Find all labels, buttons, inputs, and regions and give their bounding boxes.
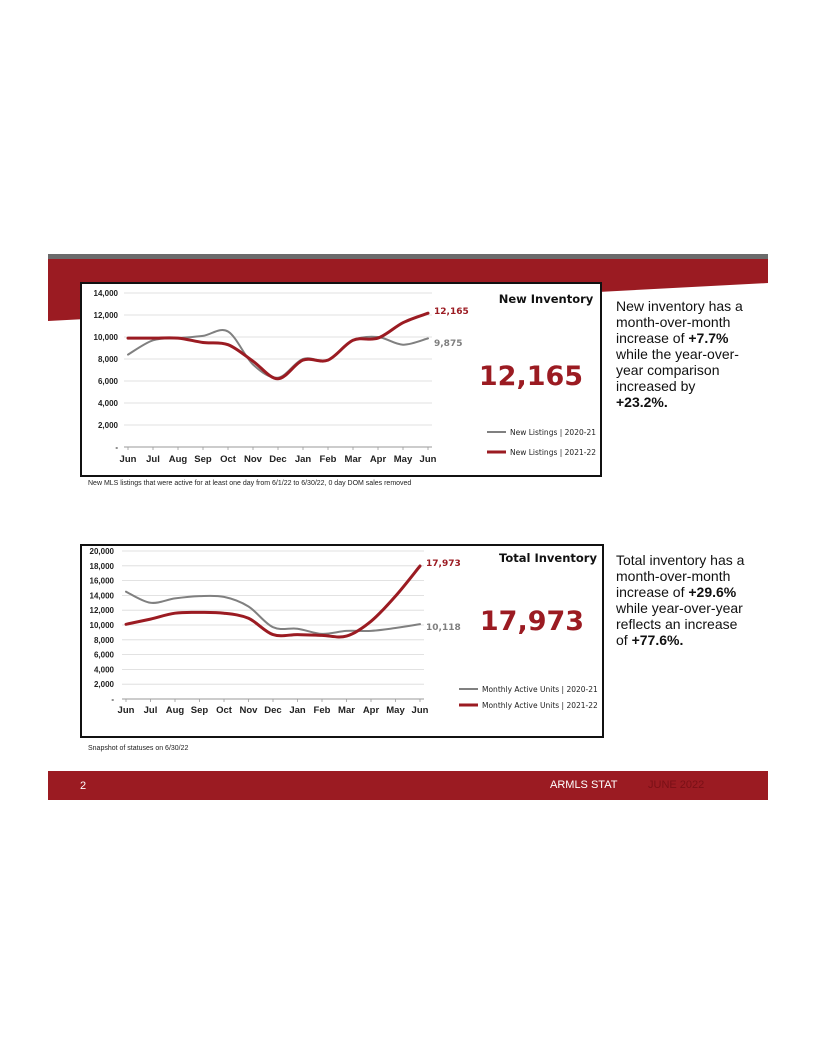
x-tick-label: Nov	[240, 705, 259, 716]
x-tick-label: Jun	[118, 705, 135, 716]
yoy-change: +23.2%.	[616, 394, 668, 410]
last-value-label-prior: 10,118	[426, 623, 461, 633]
new-inventory-footnote: New MLS listings that were active for at…	[88, 480, 412, 487]
y-tick-label: 2,000	[94, 680, 115, 689]
new-inventory-commentary: New inventory has a month-over-month inc…	[616, 298, 746, 410]
y-tick-label: 12,000	[90, 606, 115, 615]
total-inventory-chart: - 2,000 4,000 6,000 8,000 10,000 12,000 14,000 1…	[80, 544, 604, 738]
x-tick-label: Aug	[166, 705, 185, 716]
legend-label: New Listings | 2021-22	[510, 448, 596, 457]
chart-title: New Inventory	[499, 292, 594, 306]
total-inventory-footnote: Snapshot of statuses on 6/30/22	[88, 745, 189, 752]
x-tick-label: Sep	[194, 454, 212, 465]
chart-title: Total Inventory	[499, 551, 597, 565]
headline-value: 12,165	[479, 361, 583, 392]
y-tick-label: 8,000	[94, 636, 115, 645]
x-tick-label: Feb	[314, 705, 331, 716]
x-tick-label: Jun	[412, 705, 429, 716]
new-inventory-plot: - 2,000 4,000 6,000 8,000 10,000 12,000 14,000 J…	[94, 289, 597, 465]
y-tick-label: 16,000	[90, 577, 115, 586]
total-inventory-commentary: Total inventory has a month-over-month i…	[616, 552, 748, 648]
series-line-current-year	[124, 564, 422, 639]
yoy-change: +77.6%.	[631, 632, 684, 648]
x-tick-label: Feb	[320, 454, 337, 465]
x-tick-label: Nov	[244, 454, 263, 465]
y-tick-label: -	[111, 695, 114, 704]
commentary-text: while the year-over-year comparison incr…	[616, 346, 739, 394]
footer-org-name: ARMLS STAT	[550, 779, 618, 791]
y-tick-label: 6,000	[98, 377, 119, 386]
y-tick-label: 10,000	[90, 621, 115, 630]
x-tick-label: Mar	[338, 705, 355, 716]
y-tick-label: 4,000	[98, 399, 119, 408]
x-tick-label: Dec	[269, 454, 286, 465]
x-tick-label: Jan	[289, 705, 306, 716]
header-rule	[48, 254, 768, 259]
y-tick-label: 6,000	[94, 651, 115, 660]
y-tick-label: 18,000	[90, 562, 115, 571]
last-value-label-current: 12,165	[434, 307, 469, 317]
x-tick-label: May	[386, 705, 405, 716]
x-tick-label: Aug	[169, 454, 188, 465]
y-tick-label: 14,000	[94, 289, 119, 298]
x-tick-label: Jul	[146, 454, 160, 465]
x-tick-label: Oct	[220, 454, 237, 465]
x-tick-label: Jan	[295, 454, 312, 465]
y-tick-label: 14,000	[90, 591, 115, 600]
y-tick-label: 8,000	[98, 355, 119, 364]
footer-date: JUNE 2022	[648, 779, 705, 791]
y-tick-label: 12,000	[94, 311, 119, 320]
series-line-current-year	[126, 311, 430, 381]
commentary-text: New inventory has a month-over-month inc…	[616, 298, 743, 346]
headline-value: 17,973	[480, 606, 584, 637]
legend-label: Monthly Active Units | 2020-21	[482, 685, 598, 694]
y-tick-label: 4,000	[94, 665, 115, 674]
x-tick-label: Apr	[370, 454, 387, 465]
x-tick-label: Jun	[420, 454, 437, 465]
x-tick-label: Sep	[191, 705, 209, 716]
x-tick-label: Dec	[264, 705, 281, 716]
x-tick-label: Oct	[216, 705, 233, 716]
new-inventory-chart: - 2,000 4,000 6,000 8,000 10,000 12,000 14,000 J…	[80, 282, 602, 477]
x-tick-label: Apr	[363, 705, 380, 716]
last-value-label-prior: 9,875	[434, 339, 462, 349]
footer-bar: 2 ARMLS STAT JUNE 2022	[48, 771, 768, 800]
total-inventory-plot: - 2,000 4,000 6,000 8,000 10,000 12,000 14,000 1…	[90, 547, 599, 716]
y-tick-label: -	[115, 443, 118, 452]
x-tick-label: Jun	[120, 454, 137, 465]
commentary-text: while year-over-year reflects an increas…	[616, 600, 743, 648]
x-tick-label: May	[394, 454, 413, 465]
mom-change: +29.6%	[688, 584, 737, 600]
x-tick-label: Jul	[144, 705, 158, 716]
legend-label: New Listings | 2020-21	[510, 428, 596, 437]
y-tick-label: 2,000	[98, 421, 119, 430]
commentary-text: Total inventory has a month-over-month i…	[616, 552, 745, 600]
mom-change: +7.7%	[688, 330, 729, 346]
series-line-prior-year	[125, 590, 421, 635]
page-number: 2	[80, 780, 87, 792]
x-tick-label: Mar	[345, 454, 362, 465]
last-value-label-current: 17,973	[426, 559, 461, 569]
legend-label: Monthly Active Units | 2021-22	[482, 701, 598, 710]
y-tick-label: 20,000	[90, 547, 115, 556]
y-tick-label: 10,000	[94, 333, 119, 342]
